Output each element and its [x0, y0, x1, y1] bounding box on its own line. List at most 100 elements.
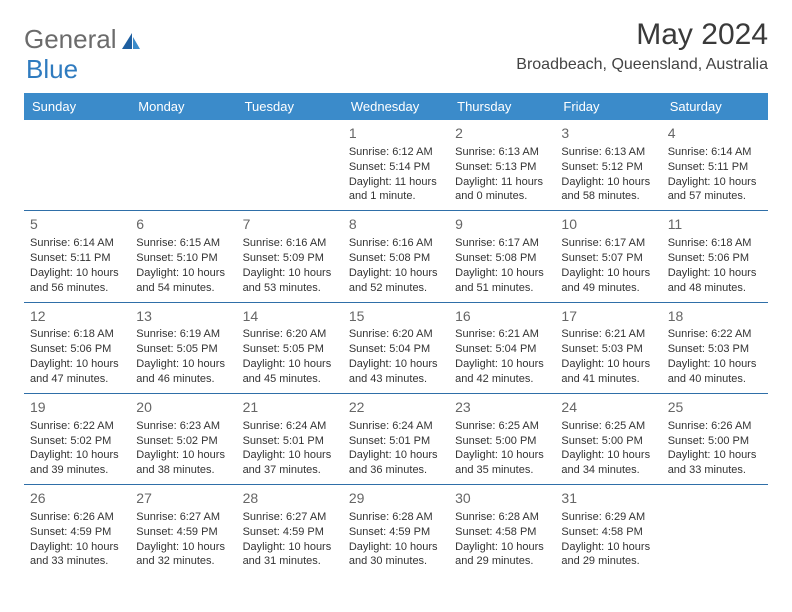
sunrise-text: Sunrise: 6:26 AM: [668, 419, 762, 434]
day-number: 10: [561, 215, 655, 234]
day-number: 16: [455, 307, 549, 326]
daylight-text: Daylight: 10 hours and 33 minutes.: [668, 448, 762, 478]
sunrise-text: Sunrise: 6:26 AM: [30, 510, 124, 525]
sunset-text: Sunset: 5:09 PM: [243, 251, 337, 266]
weekday-header: Wednesday: [343, 93, 449, 120]
calendar-day-cell: 8Sunrise: 6:16 AMSunset: 5:08 PMDaylight…: [343, 211, 449, 302]
sunrise-text: Sunrise: 6:17 AM: [455, 236, 549, 251]
daylight-text: Daylight: 10 hours and 53 minutes.: [243, 266, 337, 296]
day-number: 15: [349, 307, 443, 326]
day-number: 31: [561, 489, 655, 508]
calendar-week-row: 5 Sunrise: 6:14 AMSunset: 5:11 PM Daylight…: [24, 211, 768, 302]
logo-text-blue: Blue: [26, 54, 78, 85]
sunrise-text: Sunrise: 6:13 AM: [455, 145, 549, 160]
daylight-text: Daylight: 10 hours and 29 minutes.: [455, 540, 549, 570]
day-number: 1: [349, 124, 443, 143]
sunset-text: Sunset: 5:01 PM: [243, 434, 337, 449]
logo-sail-icon: [120, 31, 142, 51]
sunset-text: Sunset: 5:13 PM: [455, 160, 549, 175]
location-text: Broadbeach, Queensland, Australia: [516, 56, 768, 74]
calendar-day-cell: 20Sunrise: 6:23 AMSunset: 5:02 PMDayligh…: [130, 393, 236, 484]
day-number: 24: [561, 398, 655, 417]
calendar-day-cell: 29Sunrise: 6:28 AMSunset: 4:59 PMDayligh…: [343, 485, 449, 576]
calendar-day-cell: 28Sunrise: 6:27 AMSunset: 4:59 PMDayligh…: [237, 485, 343, 576]
day-number: 19: [30, 398, 124, 417]
daylight-text: Daylight: 10 hours and 40 minutes.: [668, 357, 762, 387]
daylight-text: Daylight: 10 hours and 30 minutes.: [349, 540, 443, 570]
day-number: 12: [30, 307, 124, 326]
sunrise-text: Sunrise: 6:14 AM: [30, 236, 124, 251]
day-number: 14: [243, 307, 337, 326]
sunrise-text: Sunrise: 6:20 AM: [349, 327, 443, 342]
sunrise-text: Sunrise: 6:15 AM: [136, 236, 230, 251]
calendar-header-row: Sunday Monday Tuesday Wednesday Thursday…: [24, 93, 768, 120]
sunrise-text: Sunrise: 6:27 AM: [243, 510, 337, 525]
calendar-day-cell: 2Sunrise: 6:13 AMSunset: 5:13 PMDaylight…: [449, 120, 555, 211]
day-number: 5: [30, 215, 124, 234]
sunrise-text: Sunrise: 6:21 AM: [561, 327, 655, 342]
day-number: 23: [455, 398, 549, 417]
daylight-text: Daylight: 10 hours and 52 minutes.: [349, 266, 443, 296]
sunset-text: Sunset: 5:08 PM: [349, 251, 443, 266]
sunset-text: Sunset: 5:05 PM: [136, 342, 230, 357]
sunrise-text: Sunrise: 6:16 AM: [349, 236, 443, 251]
sunrise-text: Sunrise: 6:24 AM: [349, 419, 443, 434]
sunset-text: Sunset: 5:00 PM: [561, 434, 655, 449]
calendar-day-cell: 25 Sunrise: 6:26 AMSunset: 5:00 PMDayligh…: [662, 393, 768, 484]
sunset-text: Sunset: 4:58 PM: [455, 525, 549, 540]
sunrise-text: Sunrise: 6:19 AM: [136, 327, 230, 342]
daylight-text: Daylight: 10 hours and 49 minutes.: [561, 266, 655, 296]
calendar-day-cell: 22Sunrise: 6:24 AMSunset: 5:01 PMDayligh…: [343, 393, 449, 484]
sunset-text: Sunset: 5:02 PM: [136, 434, 230, 449]
calendar-week-row: 1Sunrise: 6:12 AMSunset: 5:14 PMDaylight…: [24, 120, 768, 211]
daylight-text: Daylight: 10 hours and 32 minutes.: [136, 540, 230, 570]
sunset-text: Sunset: 5:11 PM: [30, 251, 124, 266]
daylight-text: Daylight: 10 hours and 29 minutes.: [561, 540, 655, 570]
month-title: May 2024: [516, 18, 768, 52]
weekday-header: Sunday: [24, 93, 130, 120]
sunrise-text: Sunrise: 6:21 AM: [455, 327, 549, 342]
calendar-day-cell: 4Sunrise: 6:14 AMSunset: 5:11 PMDaylight…: [662, 120, 768, 211]
daylight-text: Daylight: 10 hours and 41 minutes.: [561, 357, 655, 387]
daylight-text: Daylight: 10 hours and 54 minutes.: [136, 266, 230, 296]
day-number: 6: [136, 215, 230, 234]
sunrise-text: Sunrise: 6:27 AM: [136, 510, 230, 525]
calendar-day-cell: 18Sunrise: 6:22 AMSunset: 5:03 PMDayligh…: [662, 302, 768, 393]
sunset-text: Sunset: 5:06 PM: [30, 342, 124, 357]
day-number: 7: [243, 215, 337, 234]
calendar-day-cell: 1Sunrise: 6:12 AMSunset: 5:14 PMDaylight…: [343, 120, 449, 211]
sunset-text: Sunset: 5:11 PM: [668, 160, 762, 175]
sunrise-text: Sunrise: 6:18 AM: [668, 236, 762, 251]
sunset-text: Sunset: 5:00 PM: [668, 434, 762, 449]
sunset-text: Sunset: 5:01 PM: [349, 434, 443, 449]
sunrise-text: Sunrise: 6:22 AM: [668, 327, 762, 342]
day-number: 27: [136, 489, 230, 508]
weekday-header: Thursday: [449, 93, 555, 120]
daylight-text: Daylight: 10 hours and 39 minutes.: [30, 448, 124, 478]
sunrise-text: Sunrise: 6:14 AM: [668, 145, 762, 160]
day-number: 3: [561, 124, 655, 143]
calendar-week-row: 26Sunrise: 6:26 AMSunset: 4:59 PMDayligh…: [24, 485, 768, 576]
daylight-text: Daylight: 10 hours and 34 minutes.: [561, 448, 655, 478]
sunset-text: Sunset: 4:59 PM: [136, 525, 230, 540]
sunrise-text: Sunrise: 6:24 AM: [243, 419, 337, 434]
calendar-day-cell: [237, 120, 343, 211]
daylight-text: Daylight: 10 hours and 48 minutes.: [668, 266, 762, 296]
daylight-text: Daylight: 10 hours and 45 minutes.: [243, 357, 337, 387]
daylight-text: Daylight: 10 hours and 47 minutes.: [30, 357, 124, 387]
sunset-text: Sunset: 5:03 PM: [668, 342, 762, 357]
sunrise-text: Sunrise: 6:25 AM: [561, 419, 655, 434]
weekday-header: Tuesday: [237, 93, 343, 120]
sunset-text: Sunset: 4:58 PM: [561, 525, 655, 540]
daylight-text: Daylight: 10 hours and 51 minutes.: [455, 266, 549, 296]
sunrise-text: Sunrise: 6:22 AM: [30, 419, 124, 434]
daylight-text: Daylight: 10 hours and 33 minutes.: [30, 540, 124, 570]
sunset-text: Sunset: 5:07 PM: [561, 251, 655, 266]
day-number: 11: [668, 215, 762, 234]
sunrise-text: Sunrise: 6:16 AM: [243, 236, 337, 251]
sunset-text: Sunset: 5:04 PM: [455, 342, 549, 357]
calendar-day-cell: 12Sunrise: 6:18 AMSunset: 5:06 PMDayligh…: [24, 302, 130, 393]
sunset-text: Sunset: 5:14 PM: [349, 160, 443, 175]
weekday-header: Monday: [130, 93, 236, 120]
day-number: 25: [668, 398, 762, 417]
